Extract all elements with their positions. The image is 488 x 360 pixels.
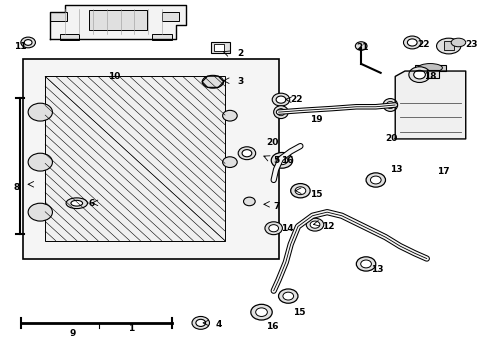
Ellipse shape xyxy=(386,102,393,109)
Text: 10: 10 xyxy=(108,72,121,81)
Ellipse shape xyxy=(305,218,323,231)
Text: 13: 13 xyxy=(370,265,383,274)
Ellipse shape xyxy=(196,319,205,327)
Ellipse shape xyxy=(71,201,82,206)
Ellipse shape xyxy=(356,257,375,271)
Text: 13: 13 xyxy=(389,165,402,174)
Ellipse shape xyxy=(283,292,293,300)
Ellipse shape xyxy=(276,96,285,103)
Ellipse shape xyxy=(66,198,87,208)
Bar xyxy=(443,41,453,50)
Ellipse shape xyxy=(413,70,425,79)
Bar xyxy=(152,34,171,40)
Bar xyxy=(60,34,79,40)
Ellipse shape xyxy=(403,36,420,49)
Bar xyxy=(23,59,278,258)
Ellipse shape xyxy=(192,316,209,329)
Text: 20: 20 xyxy=(266,138,278,147)
Ellipse shape xyxy=(436,38,460,54)
Text: 1: 1 xyxy=(127,324,134,333)
Text: 15: 15 xyxy=(309,190,322,199)
Text: 18: 18 xyxy=(424,72,436,81)
Bar xyxy=(162,12,179,21)
Bar xyxy=(414,64,446,71)
Bar xyxy=(45,76,224,241)
Ellipse shape xyxy=(366,173,385,187)
Text: 21: 21 xyxy=(356,43,368,52)
Ellipse shape xyxy=(290,184,309,198)
Ellipse shape xyxy=(450,38,465,47)
Ellipse shape xyxy=(255,308,267,316)
Ellipse shape xyxy=(272,93,289,106)
Ellipse shape xyxy=(407,39,416,46)
Ellipse shape xyxy=(278,289,297,303)
Text: 6: 6 xyxy=(89,199,95,208)
Ellipse shape xyxy=(271,153,292,168)
Text: 19: 19 xyxy=(309,115,322,124)
Ellipse shape xyxy=(28,103,52,121)
Text: 20: 20 xyxy=(385,134,397,143)
Polygon shape xyxy=(394,71,465,139)
Text: 3: 3 xyxy=(237,77,243,86)
Ellipse shape xyxy=(238,147,255,159)
Ellipse shape xyxy=(24,40,32,45)
Bar xyxy=(211,42,229,53)
Ellipse shape xyxy=(277,109,285,116)
Bar xyxy=(50,12,67,21)
Polygon shape xyxy=(50,5,186,39)
Text: 15: 15 xyxy=(292,308,305,317)
Ellipse shape xyxy=(294,187,305,195)
Bar xyxy=(213,44,223,51)
Ellipse shape xyxy=(242,150,251,157)
Ellipse shape xyxy=(202,75,223,88)
Ellipse shape xyxy=(355,42,366,50)
Text: 22: 22 xyxy=(290,95,303,104)
Text: 14: 14 xyxy=(281,224,293,233)
Ellipse shape xyxy=(273,106,287,118)
Text: 23: 23 xyxy=(465,40,477,49)
Ellipse shape xyxy=(28,153,52,171)
Ellipse shape xyxy=(222,111,237,121)
Ellipse shape xyxy=(382,99,397,111)
Ellipse shape xyxy=(21,37,35,48)
Text: 2: 2 xyxy=(237,49,243,58)
Ellipse shape xyxy=(222,157,237,167)
Text: 8: 8 xyxy=(14,183,20,192)
Text: 22: 22 xyxy=(416,40,429,49)
Ellipse shape xyxy=(243,197,255,206)
Ellipse shape xyxy=(276,156,287,165)
Text: 11: 11 xyxy=(14,41,26,50)
Text: 16: 16 xyxy=(266,322,278,331)
Ellipse shape xyxy=(408,67,429,82)
Text: 7: 7 xyxy=(273,202,280,211)
Ellipse shape xyxy=(309,221,319,228)
Ellipse shape xyxy=(268,225,278,232)
Text: 4: 4 xyxy=(215,320,221,329)
Bar xyxy=(426,70,438,78)
Ellipse shape xyxy=(370,176,380,184)
Text: 17: 17 xyxy=(436,167,448,176)
Text: 16: 16 xyxy=(281,156,293,165)
Ellipse shape xyxy=(250,304,272,320)
Text: 12: 12 xyxy=(322,222,334,231)
Ellipse shape xyxy=(417,64,442,72)
Ellipse shape xyxy=(28,203,52,221)
Bar xyxy=(89,10,147,30)
Ellipse shape xyxy=(264,222,282,235)
Text: 9: 9 xyxy=(69,329,76,338)
Ellipse shape xyxy=(360,260,371,268)
Text: 5: 5 xyxy=(273,156,279,165)
